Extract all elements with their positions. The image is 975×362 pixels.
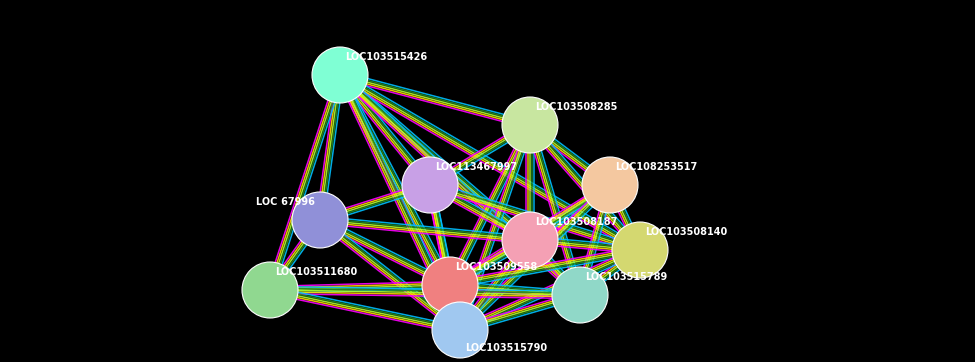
Circle shape <box>312 47 368 103</box>
Circle shape <box>582 157 638 213</box>
Circle shape <box>432 302 488 358</box>
Circle shape <box>242 262 298 318</box>
Text: LOC113467997: LOC113467997 <box>435 162 517 172</box>
Text: LOC103508187: LOC103508187 <box>535 217 617 227</box>
Text: LOC108253517: LOC108253517 <box>615 162 697 172</box>
Circle shape <box>422 257 478 313</box>
Circle shape <box>612 222 668 278</box>
Text: LOC103515790: LOC103515790 <box>465 343 547 353</box>
Text: LOC103509558: LOC103509558 <box>455 262 537 272</box>
Text: LOC103511680: LOC103511680 <box>275 267 357 277</box>
Circle shape <box>402 157 458 213</box>
Circle shape <box>502 212 558 268</box>
Circle shape <box>292 192 348 248</box>
Text: LOC103515789: LOC103515789 <box>585 272 667 282</box>
Text: LOC 67996: LOC 67996 <box>256 197 315 207</box>
Text: LOC103515426: LOC103515426 <box>345 52 427 62</box>
Text: LOC103508285: LOC103508285 <box>535 102 617 112</box>
Circle shape <box>502 97 558 153</box>
Text: LOC103508140: LOC103508140 <box>645 227 727 237</box>
Circle shape <box>552 267 608 323</box>
